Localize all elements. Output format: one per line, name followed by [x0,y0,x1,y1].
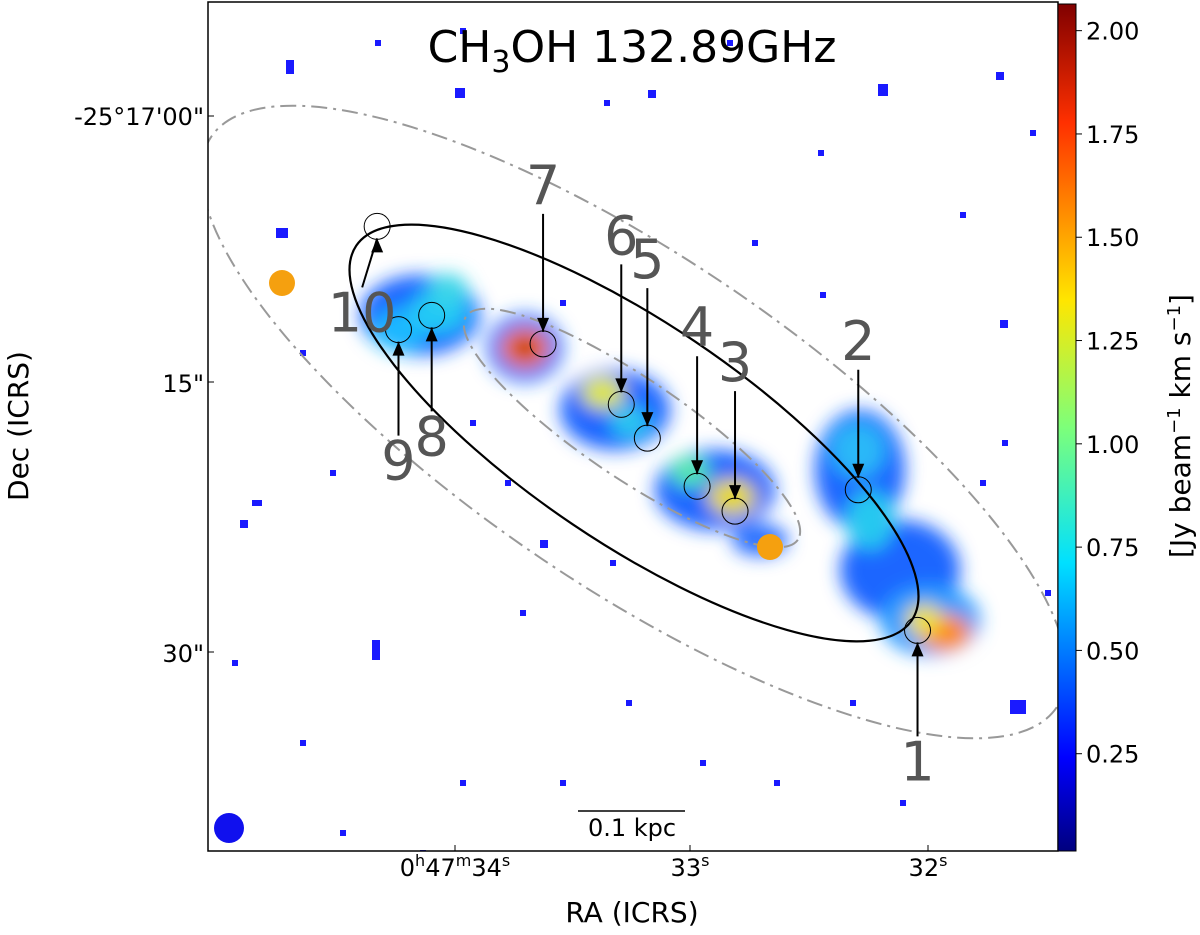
source-label-2: 2 [841,310,875,373]
y-axis-label: Dec (ICRS) [2,351,35,501]
noise-pixels [232,28,1051,851]
x-axis-ticks: 0h47m34s 33s 32s [400,845,948,882]
emission-regions [360,274,980,655]
source-label-1: 1 [900,730,934,793]
source-label-3: 3 [718,331,752,394]
x-tick-label: 32s [909,851,948,882]
beam-marker [214,813,244,843]
colorbar-tick-label: 1.25 [1086,328,1139,356]
colorbar [1057,3,1077,852]
source-label-5: 5 [630,228,664,291]
source-label-9: 9 [381,430,415,493]
x-tick-label: 0h47m34s [400,851,510,882]
scale-bar-label: 0.1 kpc [588,814,676,842]
chart-title: CH3OH 132.89GHz [428,22,837,80]
source-arrowhead-3 [729,485,742,500]
y-axis-ticks: -25°17'00" 15" 30" [74,103,214,668]
orange-marker-1 [269,270,295,296]
source-label-8: 8 [414,405,448,468]
y-tick-label: -25°17'00" [74,103,204,131]
y-tick-label: 30" [162,640,204,668]
region-ellipse-center [462,307,802,549]
colorbar-tick-label: 0.50 [1086,637,1139,665]
x-axis-label: RA (ICRS) [565,896,698,929]
source-arrowhead-10 [371,238,384,253]
source-label-7: 7 [526,154,560,217]
region-ellipse-inner [348,223,920,643]
source-label-6: 6 [604,204,638,267]
y-tick-label: 15" [162,370,204,398]
source-label-4: 4 [680,296,714,359]
colorbar-tick-label: 1.75 [1086,121,1139,149]
colorbar-label: [Jy beam−1 km s−1] [1164,294,1197,558]
colorbar-ticks: 0.25 0.50 0.75 1.00 1.25 1.50 1.75 2.00 [1076,18,1139,769]
source-arrowhead-8 [425,327,438,342]
orange-marker-2 [757,534,783,560]
colorbar-tick-label: 1.00 [1086,431,1139,459]
source-arrowhead-5 [641,412,654,427]
source-arrowhead-1 [911,642,924,657]
x-tick-label: 33s [671,851,710,882]
source-arrowhead-6 [615,378,628,393]
colorbar-tick-label: 2.00 [1086,18,1139,46]
colorbar-tick-label: 1.50 [1086,224,1139,252]
source-label-10: 10 [328,281,397,344]
source-arrowhead-9 [392,341,405,356]
source-arrowhead-2 [852,463,865,478]
colorbar-tick-label: 0.25 [1086,741,1139,769]
colorbar-tick-label: 0.75 [1086,534,1139,562]
source-arrowhead-7 [537,317,550,332]
source-arrowhead-4 [691,460,704,475]
